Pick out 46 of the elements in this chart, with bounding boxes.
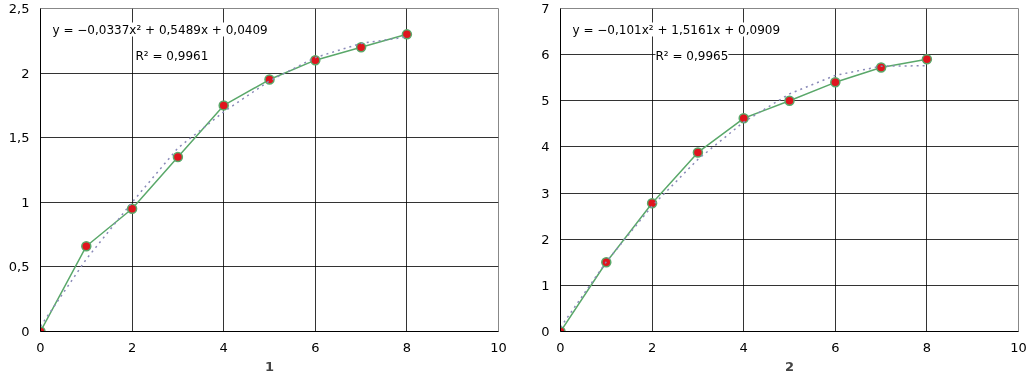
point	[692, 147, 704, 158]
annotation: R² = 0,9965	[655, 48, 729, 63]
point	[81, 240, 92, 252]
point	[310, 54, 321, 66]
y-tick-label: 6	[541, 47, 550, 63]
y-tick-label: 1,5	[8, 130, 30, 146]
x-tick-label: 6	[831, 339, 840, 355]
point	[355, 42, 367, 53]
point	[601, 257, 612, 268]
x-tick-label: 8	[922, 339, 932, 355]
y-tick-label: 0,5	[8, 259, 30, 275]
point	[401, 29, 413, 40]
y-tick-label: 1	[21, 194, 30, 210]
point	[921, 54, 933, 65]
x-tick-label: 8	[402, 339, 412, 355]
x-tick-label: 2	[647, 339, 657, 355]
x-tick-label: 0	[556, 339, 565, 355]
point	[830, 77, 841, 88]
point	[784, 95, 795, 107]
y-tick-label: 4	[541, 139, 550, 155]
y-tick-label: 5	[541, 93, 550, 109]
y-tick-label: 2,5	[8, 1, 30, 16]
y-tick-label: 1	[541, 277, 550, 293]
text: 2	[784, 358, 795, 374]
y-tick-label: 2	[21, 65, 30, 81]
point	[875, 62, 887, 73]
y-tick-label: 3	[541, 185, 550, 201]
text: 1	[264, 358, 275, 374]
point	[126, 203, 138, 214]
y-tick-label: 0	[21, 324, 30, 339]
x-tick-label: 4	[219, 339, 228, 355]
point	[738, 113, 749, 124]
annotation: R² = 0,9961	[135, 48, 209, 63]
y-tick-label: 7	[541, 1, 550, 16]
point	[172, 151, 184, 163]
x-tick-label: 6	[311, 339, 320, 355]
annotation: y = −0,101x² + 1,5161x + 0,0909	[572, 22, 781, 37]
x-tick-label: 10	[490, 339, 507, 355]
point	[218, 100, 229, 111]
annotation: y = −0,0337x² + 0,5489x + 0,0409	[52, 22, 268, 37]
x-tick-label: 4	[739, 339, 748, 355]
x-tick-label: 0	[36, 339, 45, 355]
x-tick-label: 10	[1010, 339, 1027, 355]
y-tick-label: 0	[541, 324, 550, 339]
y-tick-label: 2	[541, 231, 550, 247]
x-tick-label: 2	[127, 339, 137, 355]
